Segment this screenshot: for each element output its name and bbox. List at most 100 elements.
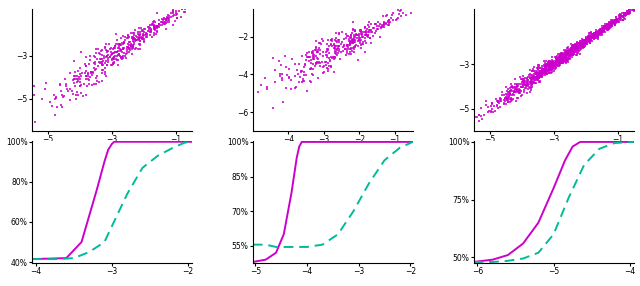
Point bbox=[564, 51, 575, 55]
Point bbox=[131, 38, 141, 43]
Point bbox=[187, 0, 197, 1]
Point bbox=[527, 84, 538, 89]
Point bbox=[522, 82, 532, 86]
Point bbox=[109, 46, 120, 51]
Point bbox=[527, 75, 537, 80]
Point bbox=[607, 20, 617, 24]
Point bbox=[558, 55, 568, 59]
Point bbox=[540, 67, 550, 72]
Point bbox=[286, 78, 296, 82]
Point bbox=[90, 54, 100, 59]
Point bbox=[582, 39, 593, 43]
Point bbox=[307, 67, 317, 72]
Point bbox=[556, 52, 566, 57]
Point bbox=[584, 38, 595, 43]
Point bbox=[122, 44, 132, 49]
Point bbox=[528, 76, 538, 81]
Point bbox=[349, 38, 359, 43]
Point bbox=[550, 63, 560, 68]
Point bbox=[81, 69, 91, 74]
Point bbox=[367, 29, 377, 34]
Point bbox=[154, 24, 164, 29]
Point bbox=[378, 14, 388, 19]
Point bbox=[540, 70, 550, 75]
Point bbox=[628, 8, 638, 13]
Point bbox=[106, 63, 116, 67]
Point bbox=[570, 45, 580, 50]
Point bbox=[334, 47, 344, 51]
Point bbox=[596, 29, 607, 34]
Point bbox=[372, 20, 383, 25]
Point bbox=[580, 42, 590, 47]
Point bbox=[508, 93, 518, 98]
Point bbox=[97, 59, 108, 64]
Point bbox=[308, 57, 319, 62]
Point bbox=[578, 43, 588, 48]
Point bbox=[326, 38, 336, 43]
Point bbox=[540, 67, 550, 71]
Point bbox=[533, 70, 543, 75]
Point bbox=[623, 10, 634, 14]
Point bbox=[596, 28, 607, 33]
Point bbox=[573, 45, 584, 49]
Point bbox=[454, 124, 465, 129]
Point bbox=[611, 17, 621, 21]
Point bbox=[558, 57, 568, 62]
Point bbox=[355, 41, 365, 46]
Point bbox=[580, 38, 591, 43]
Point bbox=[335, 56, 346, 61]
Point bbox=[604, 21, 614, 26]
Point bbox=[125, 45, 136, 50]
Point bbox=[356, 32, 367, 36]
Point bbox=[172, 8, 182, 13]
Point bbox=[348, 46, 358, 50]
Point bbox=[573, 41, 583, 46]
Point bbox=[540, 71, 550, 76]
Point bbox=[593, 35, 604, 39]
Point bbox=[568, 43, 579, 48]
Point bbox=[525, 76, 536, 81]
Point bbox=[530, 77, 540, 82]
Point bbox=[97, 79, 108, 84]
Point bbox=[566, 49, 576, 54]
Point bbox=[115, 48, 125, 53]
Point bbox=[518, 80, 529, 84]
Point bbox=[590, 33, 600, 38]
Point bbox=[61, 87, 72, 91]
Point bbox=[558, 52, 568, 57]
Point bbox=[587, 33, 597, 37]
Point bbox=[564, 53, 574, 58]
Point bbox=[575, 43, 586, 48]
Point bbox=[624, 12, 634, 16]
Point bbox=[95, 57, 105, 61]
Point bbox=[559, 54, 569, 59]
Point bbox=[571, 47, 581, 52]
Point bbox=[577, 44, 587, 48]
Point bbox=[81, 63, 92, 68]
Point bbox=[135, 47, 145, 51]
Point bbox=[616, 13, 626, 18]
Point bbox=[584, 40, 595, 45]
Point bbox=[274, 59, 284, 63]
Point bbox=[353, 34, 364, 39]
Point bbox=[290, 74, 300, 78]
Point bbox=[118, 42, 128, 46]
Point bbox=[561, 49, 571, 54]
Point bbox=[76, 74, 86, 78]
Point bbox=[526, 81, 536, 85]
Point bbox=[563, 51, 573, 55]
Point bbox=[562, 51, 572, 55]
Point bbox=[586, 30, 596, 35]
Point bbox=[534, 72, 545, 76]
Point bbox=[596, 29, 607, 33]
Point bbox=[551, 57, 561, 61]
Point bbox=[583, 36, 593, 41]
Point bbox=[589, 36, 599, 41]
Point bbox=[575, 52, 585, 56]
Point bbox=[470, 115, 480, 120]
Point bbox=[573, 46, 584, 51]
Point bbox=[268, 105, 278, 110]
Point bbox=[114, 52, 124, 57]
Point bbox=[347, 40, 357, 45]
Point bbox=[344, 51, 354, 56]
